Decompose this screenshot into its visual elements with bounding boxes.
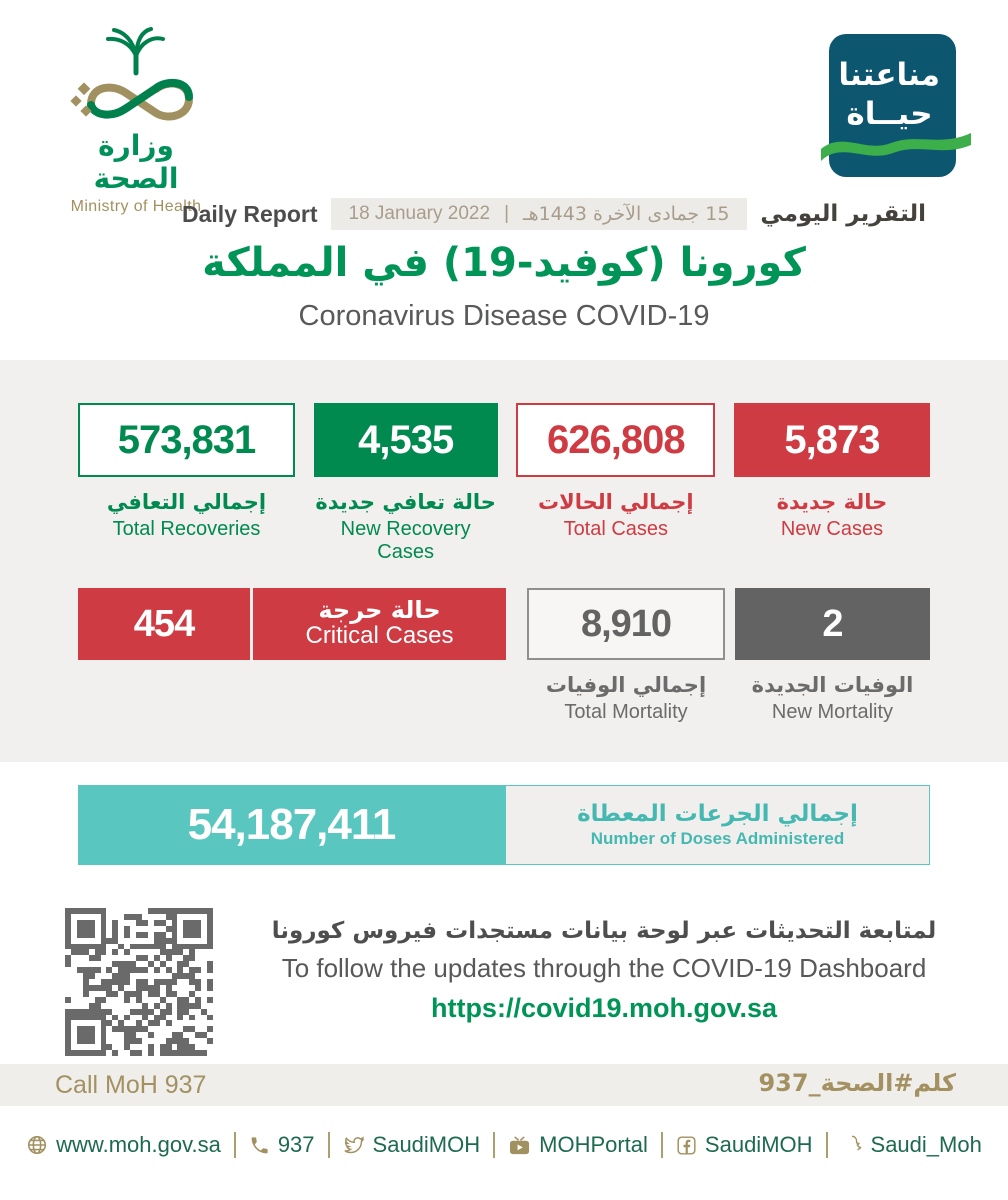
- stat-total-recoveries: 573,831 إجمالي التعافي Total Recoveries: [78, 403, 295, 564]
- total-recoveries-label-ar: إجمالي التعافي: [106, 490, 267, 514]
- new-cases-label-ar: حالة جديدة: [776, 490, 888, 514]
- critical-cases-label-ar: حالة حرجة: [318, 596, 441, 625]
- dashboard-text-ar: لمتابعة التحديثات عبر لوحة بيانات مستجدا…: [271, 918, 937, 944]
- footer-links: www.moh.gov.sa 937 SaudiMOH MOHPortal: [0, 1132, 1008, 1158]
- stat-total-mortality: 8,910 إجمالي الوفيات Total Mortality: [527, 588, 725, 724]
- new-cases-value: 5,873: [784, 417, 880, 462]
- stat-new-cases: 5,873 حالة جديدة New Cases: [733, 403, 930, 564]
- footer-snapchat-link[interactable]: Saudi_Moh: [825, 1132, 982, 1158]
- new-mortality-label-ar: الوفيات الجديدة: [751, 673, 914, 697]
- stats-row-2: 454 حالة حرجة Critical Cases 8,910 إجمال…: [78, 588, 930, 724]
- stat-new-mortality: 2 الوفيات الجديدة New Mortality: [735, 588, 930, 724]
- total-recoveries-label-en: Total Recoveries: [112, 518, 261, 540]
- call-moh-label-en: Call MoH 937: [55, 1071, 207, 1099]
- dashboard-url-link[interactable]: https://covid19.moh.gov.sa: [430, 993, 778, 1023]
- new-recoveries-label-en: New Recovery Cases: [340, 518, 471, 563]
- total-mortality-box: 8,910: [527, 588, 725, 660]
- divider: [250, 588, 253, 660]
- footer-phone-link[interactable]: 937: [233, 1132, 315, 1158]
- dashboard-text-en: To follow the updates through the COVID-…: [281, 953, 927, 983]
- footer-website-link[interactable]: www.moh.gov.sa: [26, 1132, 221, 1158]
- report-header-row: Daily Report 18 January 2022 | 15 جمادى …: [150, 198, 958, 230]
- doses-label-en: Number of Doses Administered: [590, 829, 845, 848]
- call-moh-hashtag-ar: كلم#الصحة_937: [758, 1069, 956, 1097]
- new-mortality-box: 2: [735, 588, 930, 660]
- total-cases-value: 626,808: [547, 417, 686, 462]
- stat-new-recoveries: 4,535 حالة تعافي جديدة New Recovery Case…: [313, 403, 498, 564]
- doses-administered-row: 54,187,411 إجمالي الجرعات المعطاة Number…: [78, 785, 930, 865]
- new-recoveries-box: 4,535: [313, 403, 498, 477]
- wave-icon: [821, 133, 971, 161]
- page-title-english: Coronavirus Disease COVID-19: [298, 300, 710, 332]
- globe-icon: [28, 1135, 47, 1155]
- moh-emblem-icon: [70, 27, 194, 121]
- doses-value: 54,187,411: [187, 800, 397, 849]
- stat-total-cases: 626,808 إجمالي الحالات Total Cases: [516, 403, 716, 564]
- new-cases-box: 5,873: [733, 403, 930, 477]
- total-mortality-label-ar: إجمالي الوفيات: [545, 673, 707, 697]
- critical-cases-box: 454: [78, 588, 250, 660]
- critical-cases-label-en: Critical Cases: [305, 622, 454, 650]
- daily-report-label-en: Daily Report: [182, 200, 318, 227]
- footer-twitter-link[interactable]: SaudiMOH: [327, 1132, 480, 1158]
- moh-name-english: Ministry of Health: [70, 198, 202, 215]
- immunity-life-badge: مناعتنا حيــاة: [821, 34, 971, 177]
- new-recoveries-label-ar: حالة تعافي جديدة: [315, 490, 496, 514]
- daily-report-label-ar: التقرير اليومي: [760, 201, 926, 227]
- doses-label-ar: إجمالي الجرعات المعطاة: [577, 801, 858, 827]
- facebook-icon: [677, 1135, 696, 1155]
- page-title-arabic: كورونا (كوفيد-19) في المملكة: [202, 240, 806, 286]
- doses-label-box: إجمالي الجرعات المعطاة Number of Doses A…: [505, 785, 930, 865]
- snapchat-icon: [851, 1135, 861, 1151]
- dashboard-info: لمتابعة التحديثات عبر لوحة بيانات مستجدا…: [225, 918, 983, 1024]
- total-mortality-value: 8,910: [580, 602, 672, 645]
- youtube-icon: [510, 1135, 530, 1154]
- new-mortality-label-en: New Mortality: [771, 701, 894, 723]
- total-cases-label-en: Total Cases: [563, 518, 669, 540]
- report-date-box: 18 January 2022 | 15 جمادى الآخرة 1443هـ: [330, 198, 748, 230]
- qr-code: [65, 908, 213, 1056]
- total-recoveries-box: 573,831: [78, 403, 295, 477]
- stats-row-1: 573,831 إجمالي التعافي Total Recoveries …: [78, 403, 930, 564]
- footer-facebook-link[interactable]: SaudiMOH: [660, 1132, 813, 1158]
- call-moh-strip: Call MoH 937 كلم#الصحة_937: [0, 1064, 1008, 1106]
- date-hijri: 15 جمادى الآخرة 1443هـ: [523, 203, 730, 225]
- new-mortality-value: 2: [822, 602, 843, 645]
- critical-cases-value: 454: [133, 602, 195, 645]
- footer-youtube-link[interactable]: MOHPortal: [493, 1132, 648, 1158]
- moh-logo: وزارة الصحة Ministry of Health: [58, 26, 214, 216]
- badge-slogan: مناعتنا حيــاة: [838, 57, 940, 132]
- total-recoveries-value: 573,831: [117, 417, 257, 462]
- total-mortality-label-en: Total Mortality: [564, 701, 688, 723]
- new-recoveries-value: 4,535: [358, 417, 454, 462]
- new-cases-label-en: New Cases: [780, 518, 884, 540]
- twitter-icon: [344, 1136, 364, 1154]
- moh-name-arabic: وزارة الصحة: [93, 129, 179, 195]
- date-separator: |: [504, 203, 509, 224]
- total-cases-box: 626,808: [516, 403, 716, 477]
- doses-value-box: 54,187,411: [78, 785, 505, 865]
- critical-cases-label-box: حالة حرجة Critical Cases: [253, 588, 506, 660]
- cases-stats-section: 573,831 إجمالي التعافي Total Recoveries …: [0, 360, 1008, 762]
- total-cases-label-ar: إجمالي الحالات: [538, 490, 694, 514]
- date-gregorian: 18 January 2022: [348, 203, 491, 224]
- phone-icon: [251, 1136, 268, 1153]
